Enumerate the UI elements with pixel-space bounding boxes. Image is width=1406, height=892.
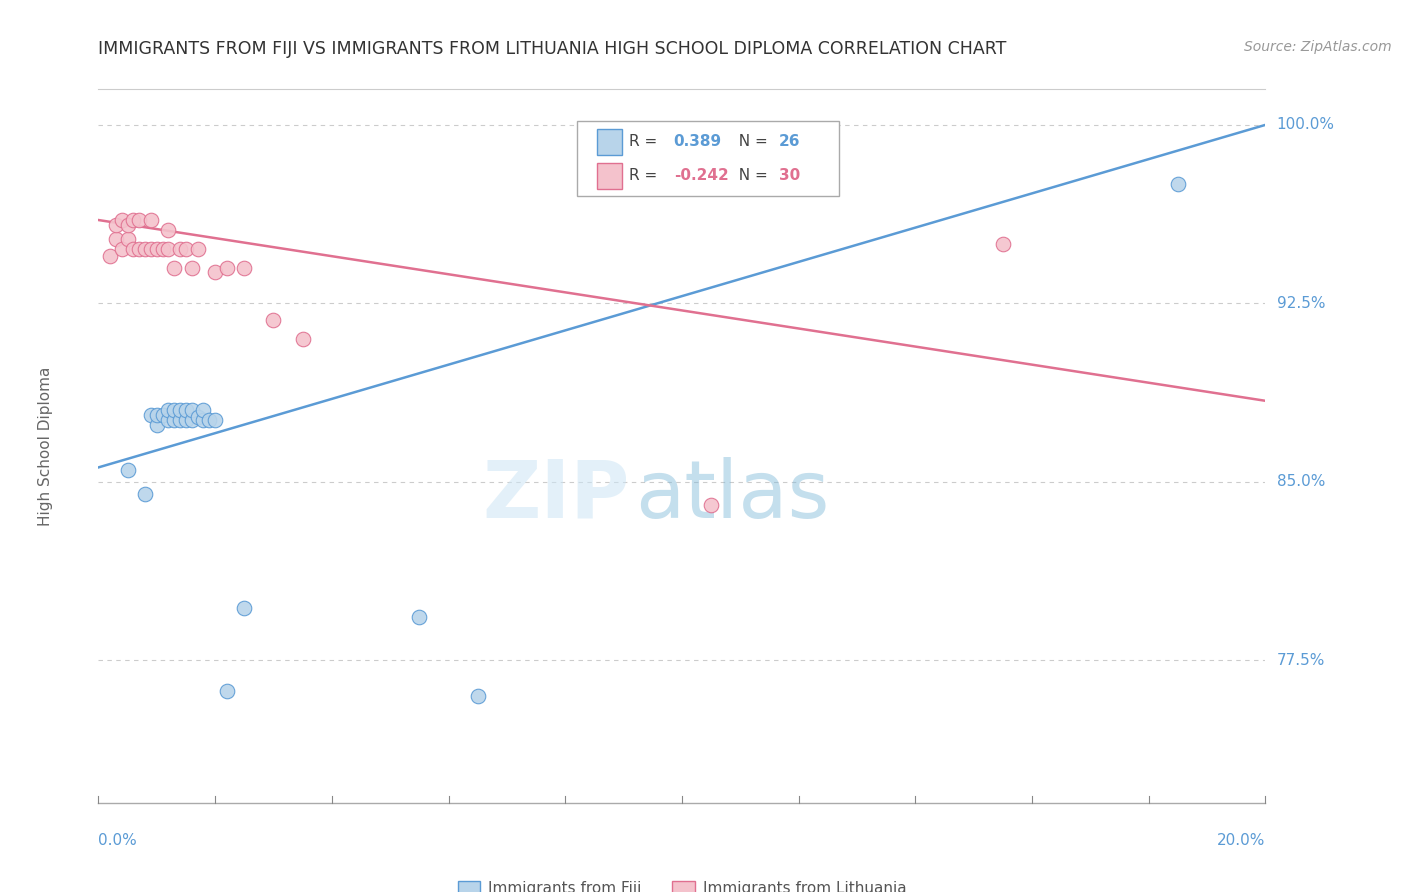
Point [169,242,191,256]
Point [991,236,1014,251]
Text: 30: 30 [779,169,800,183]
Text: 0.0%: 0.0% [98,833,138,848]
Point [128,242,150,256]
Point [174,242,197,256]
Point [193,403,215,417]
Point [157,403,180,417]
Point [233,600,256,615]
Point [700,499,723,513]
Point [98,249,121,263]
Point [122,213,145,227]
Text: 85.0%: 85.0% [1277,475,1324,489]
Text: R =: R = [630,169,662,183]
Point [157,242,180,256]
FancyBboxPatch shape [596,163,623,188]
Point [146,417,169,432]
Point [128,213,150,227]
Point [122,242,145,256]
Point [180,403,202,417]
Point [408,610,430,624]
Point [117,463,139,477]
Point [146,242,169,256]
Point [180,260,202,275]
Text: N =: N = [728,135,772,149]
Point [139,242,162,256]
Point [204,413,226,427]
Point [134,242,156,256]
Point [117,232,139,246]
Point [146,408,169,422]
Point [104,232,127,246]
Text: 0.389: 0.389 [673,135,721,149]
Text: 26: 26 [779,135,800,149]
Point [163,403,186,417]
Point [193,413,215,427]
Point [180,413,202,427]
Point [157,413,180,427]
Point [291,332,314,346]
Point [198,413,221,427]
Point [215,684,238,698]
Point [169,413,191,427]
Point [215,260,238,275]
Point [174,413,197,427]
Legend: Immigrants from Fiji, Immigrants from Lithuania: Immigrants from Fiji, Immigrants from Li… [451,875,912,892]
Point [174,403,197,417]
Point [152,408,174,422]
Point [467,689,489,703]
Text: R =: R = [630,135,662,149]
Text: 92.5%: 92.5% [1277,296,1324,310]
Point [1167,178,1189,192]
Text: N =: N = [728,169,772,183]
FancyBboxPatch shape [576,121,839,196]
Text: 77.5%: 77.5% [1277,653,1324,667]
Text: -0.242: -0.242 [673,169,728,183]
Point [117,218,139,232]
Text: 100.0%: 100.0% [1277,118,1334,132]
Point [163,413,186,427]
Text: High School Diploma: High School Diploma [38,367,53,525]
Point [187,410,209,425]
Point [233,260,256,275]
Point [204,265,226,279]
Point [163,260,186,275]
Point [139,408,162,422]
Text: 20.0%: 20.0% [1218,833,1265,848]
Point [169,403,191,417]
Point [262,313,284,327]
Point [111,213,134,227]
Point [111,242,134,256]
Text: Source: ZipAtlas.com: Source: ZipAtlas.com [1244,40,1392,54]
FancyBboxPatch shape [596,129,623,154]
Point [104,218,127,232]
Point [157,222,180,236]
Text: atlas: atlas [636,457,830,535]
Point [187,242,209,256]
Point [139,213,162,227]
Point [152,242,174,256]
Text: IMMIGRANTS FROM FIJI VS IMMIGRANTS FROM LITHUANIA HIGH SCHOOL DIPLOMA CORRELATIO: IMMIGRANTS FROM FIJI VS IMMIGRANTS FROM … [98,40,1007,58]
Point [134,486,156,500]
Text: ZIP: ZIP [482,457,630,535]
